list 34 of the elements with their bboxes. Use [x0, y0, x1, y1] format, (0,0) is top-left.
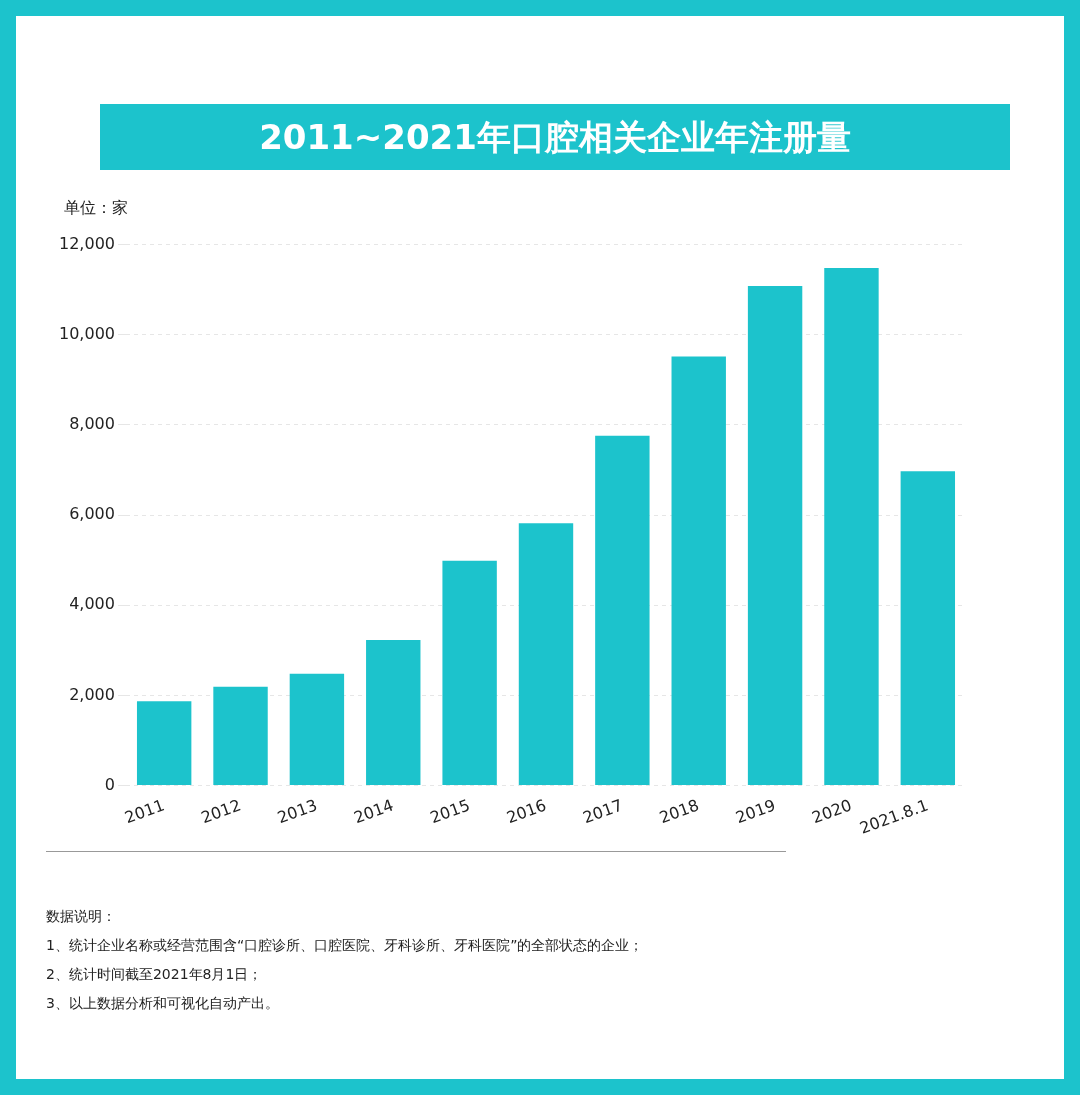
- y-tick-label: 6,000: [69, 504, 115, 524]
- x-tick-label: 2015: [427, 795, 473, 828]
- bar: [136, 701, 192, 786]
- y-tick-label: 4,000: [69, 594, 115, 614]
- chart-title: 2011~2021年口腔相关企业年注册量: [100, 104, 1010, 170]
- x-tick-label: 2012: [198, 795, 244, 828]
- text: 2、统计时间截至2021年8月1日；: [46, 965, 264, 984]
- bar: [824, 268, 879, 786]
- x-tick-label: 2014: [351, 795, 397, 828]
- y-tick-label: 8,000: [69, 414, 115, 434]
- y-tick-label: 2,000: [69, 684, 115, 704]
- y-axis-title: 单位：家: [64, 198, 128, 219]
- text: 数据说明：: [46, 907, 117, 926]
- x-tick-label: 2018: [656, 795, 702, 828]
- y-tick-label: 10,000: [59, 323, 115, 343]
- x-tick-label: 2016: [504, 795, 549, 828]
- bar: [366, 639, 421, 786]
- bar: [747, 286, 803, 786]
- y-tick-label: 12,000: [59, 233, 115, 253]
- bar: [900, 471, 956, 786]
- bar: [595, 435, 650, 786]
- bar: [518, 523, 574, 786]
- bar: [289, 673, 345, 786]
- bar: [671, 356, 726, 786]
- bar: [442, 560, 497, 786]
- bar: [213, 686, 268, 786]
- text: 3、以上数据分析和可视化自动产出。: [46, 994, 280, 1013]
- y-tick-label: 0: [104, 774, 115, 794]
- x-tick-label: 2017: [580, 795, 626, 828]
- x-tick-label: 2020: [809, 795, 855, 828]
- x-tick-label: 2019: [733, 795, 778, 828]
- text: 1、统计企业名称或经营范围含“口腔诊所、口腔医院、牙科诊所、牙科医院”的全部状态的企业；: [46, 936, 645, 955]
- x-tick-label: 2013: [274, 795, 320, 828]
- x-tick-label: 2011: [122, 795, 167, 828]
